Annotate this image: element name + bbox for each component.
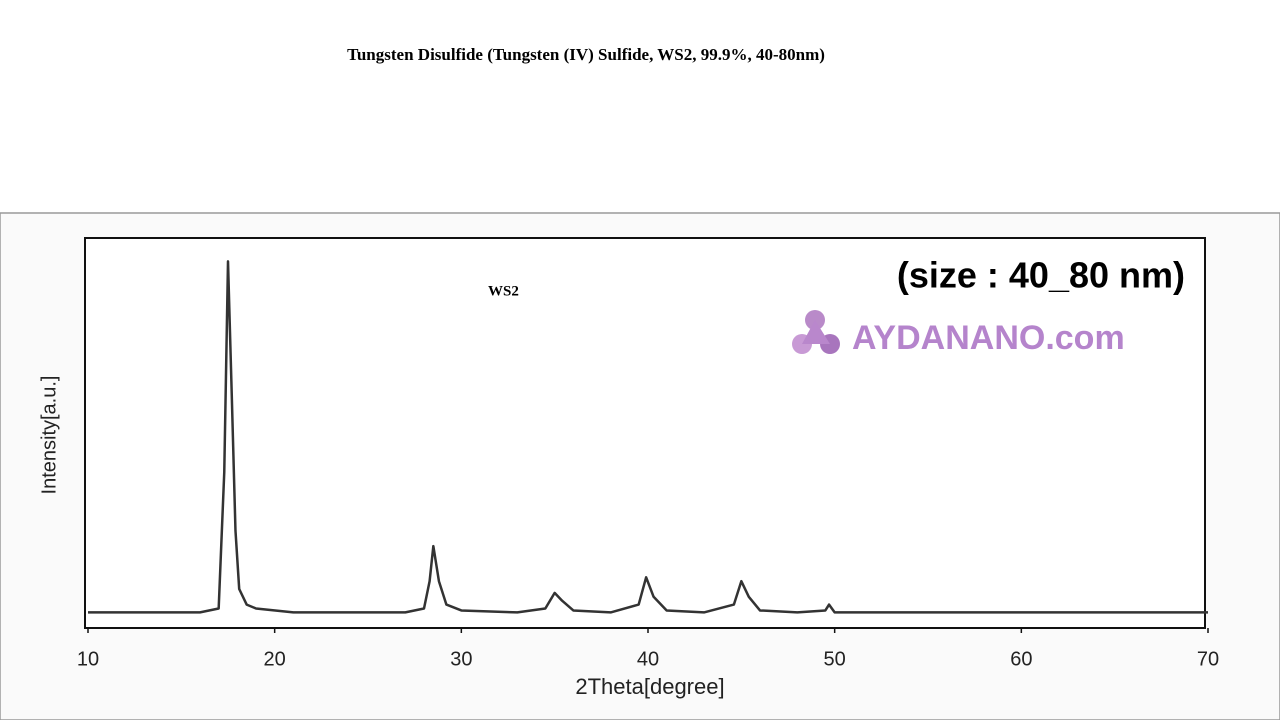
- x-tick-label: 60: [1010, 648, 1032, 670]
- x-tick-label: 20: [264, 648, 286, 670]
- x-tick-label: 70: [1197, 648, 1219, 670]
- chart-title: Tungsten Disulfide (Tungsten (IV) Sulfid…: [347, 45, 825, 64]
- logo: [792, 310, 840, 354]
- x-axis-label: 2Theta[degree]: [575, 674, 724, 699]
- annotation: WS2: [488, 283, 519, 299]
- x-tick-label: 30: [450, 648, 472, 670]
- x-tick-label: 50: [824, 648, 846, 670]
- plot-frame: [84, 237, 1206, 629]
- size-note: (size : 40_80 nm): [897, 255, 1185, 296]
- y-axis-label: Intensity[a.u.]: [38, 376, 60, 495]
- x-tick-label: 40: [637, 648, 659, 670]
- data-line: [88, 260, 1208, 614]
- x-tick-label: 10: [77, 648, 99, 670]
- watermark: AYDANANO.com: [852, 319, 1125, 357]
